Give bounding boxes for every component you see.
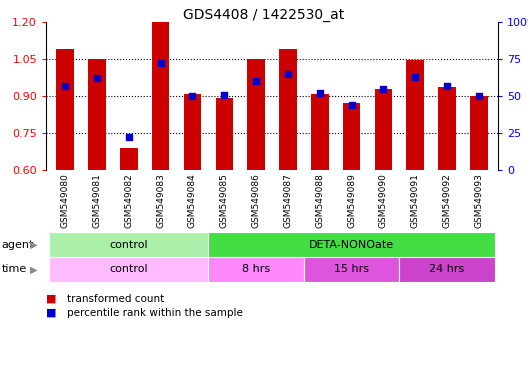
- Point: [316, 90, 324, 96]
- Text: GSM549089: GSM549089: [347, 173, 356, 228]
- Text: percentile rank within the sample: percentile rank within the sample: [67, 308, 243, 318]
- Bar: [247, 59, 265, 170]
- Point: [61, 83, 69, 89]
- Text: GSM549093: GSM549093: [474, 173, 484, 228]
- Bar: [152, 22, 169, 170]
- Text: GSM549084: GSM549084: [188, 173, 197, 228]
- Text: GSM549092: GSM549092: [442, 173, 451, 228]
- Bar: [49, 257, 209, 282]
- Point: [93, 75, 101, 81]
- Bar: [184, 94, 201, 170]
- Text: ▶: ▶: [30, 240, 37, 250]
- Text: DETA-NONOate: DETA-NONOate: [309, 240, 394, 250]
- Text: 15 hrs: 15 hrs: [334, 265, 369, 275]
- Point: [188, 93, 196, 99]
- Bar: [407, 60, 424, 170]
- Text: transformed count: transformed count: [67, 294, 164, 304]
- Bar: [311, 94, 328, 170]
- Text: GSM549088: GSM549088: [315, 173, 324, 228]
- Text: GSM549091: GSM549091: [411, 173, 420, 228]
- Text: 8 hrs: 8 hrs: [242, 265, 270, 275]
- Point: [252, 78, 260, 84]
- Bar: [279, 49, 297, 170]
- Text: GSM549082: GSM549082: [124, 173, 133, 228]
- Text: ■: ■: [46, 308, 60, 318]
- Point: [475, 93, 483, 99]
- Bar: [470, 96, 488, 170]
- Point: [379, 86, 388, 92]
- Bar: [56, 49, 74, 170]
- Text: GSM549081: GSM549081: [92, 173, 101, 228]
- Point: [125, 134, 133, 141]
- Point: [443, 83, 451, 89]
- Text: time: time: [2, 265, 27, 275]
- Bar: [209, 257, 304, 282]
- Bar: [438, 88, 456, 170]
- Text: GSM549083: GSM549083: [156, 173, 165, 228]
- Point: [220, 91, 229, 98]
- Text: ▶: ▶: [30, 265, 37, 275]
- Bar: [343, 103, 360, 170]
- Bar: [49, 232, 209, 257]
- Bar: [304, 257, 399, 282]
- Text: GSM549086: GSM549086: [251, 173, 261, 228]
- Point: [156, 60, 165, 66]
- Bar: [120, 148, 137, 170]
- Text: GSM549087: GSM549087: [284, 173, 293, 228]
- Bar: [399, 257, 495, 282]
- Point: [347, 102, 356, 108]
- Text: control: control: [109, 265, 148, 275]
- Bar: [215, 98, 233, 170]
- Point: [284, 71, 292, 77]
- Text: 24 hrs: 24 hrs: [429, 265, 465, 275]
- Bar: [375, 89, 392, 170]
- Text: GDS4408 / 1422530_at: GDS4408 / 1422530_at: [183, 8, 345, 22]
- Point: [411, 74, 419, 80]
- Text: GSM549090: GSM549090: [379, 173, 388, 228]
- Text: control: control: [109, 240, 148, 250]
- Bar: [88, 59, 106, 170]
- Bar: [209, 232, 495, 257]
- Text: ■: ■: [46, 294, 60, 304]
- Text: GSM549085: GSM549085: [220, 173, 229, 228]
- Text: GSM549080: GSM549080: [61, 173, 70, 228]
- Text: agent: agent: [2, 240, 34, 250]
